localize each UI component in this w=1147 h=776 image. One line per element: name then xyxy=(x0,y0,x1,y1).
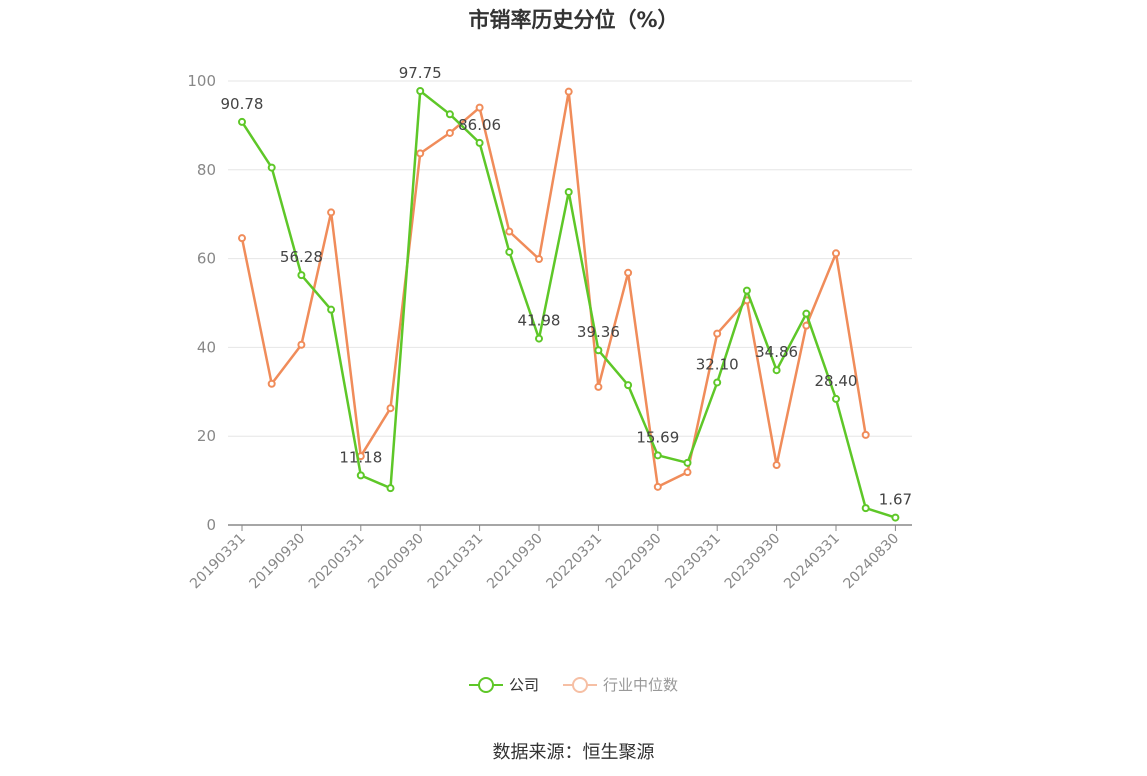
legend-line-circle-icon xyxy=(563,675,597,695)
data-label: 11.18 xyxy=(339,448,382,466)
x-tick-label: 20220331 xyxy=(544,531,606,593)
chart-title: 市销率历史分位（%） xyxy=(468,8,679,32)
x-tick-label: 20210930 xyxy=(484,531,546,593)
data-point xyxy=(416,149,425,158)
data-point xyxy=(238,234,246,243)
y-tick-label: 100 xyxy=(187,72,216,90)
data-point xyxy=(861,504,870,513)
legend-label-company: 公司 xyxy=(508,676,539,694)
data-point xyxy=(386,404,395,413)
y-tick-label: 40 xyxy=(197,338,216,356)
legend-item-company[interactable]: 公司 xyxy=(468,674,539,695)
data-point xyxy=(832,249,840,258)
data-point xyxy=(505,227,514,236)
data-point xyxy=(683,468,692,477)
data-label: 41.98 xyxy=(518,312,561,330)
data-point xyxy=(624,381,633,390)
data-label: 15.69 xyxy=(636,428,679,446)
data-point xyxy=(742,286,751,295)
data-point xyxy=(327,305,336,314)
data-point xyxy=(861,430,870,439)
x-tick-label: 20240830 xyxy=(841,531,903,593)
x-tick-label: 20220930 xyxy=(603,531,665,593)
data-label: 39.36 xyxy=(577,323,620,341)
data-point xyxy=(832,394,840,403)
data-label: 32.10 xyxy=(696,355,739,373)
x-tick-label: 20210331 xyxy=(425,531,487,593)
data-point xyxy=(475,103,484,112)
y-tick-label: 20 xyxy=(197,427,216,445)
y-tick-label: 60 xyxy=(197,250,216,268)
data-point xyxy=(416,86,425,95)
data-point xyxy=(238,117,246,126)
data-label: 90.78 xyxy=(221,95,264,113)
data-point xyxy=(445,110,454,119)
data-label: 56.28 xyxy=(280,248,323,266)
data-point xyxy=(267,163,276,172)
x-tick-label: 20240331 xyxy=(781,531,843,593)
data-point xyxy=(653,451,662,460)
x-tick-label: 20200331 xyxy=(306,531,368,593)
data-point xyxy=(891,513,900,522)
data-label: 1.67 xyxy=(879,491,912,509)
x-tick-label: 20200930 xyxy=(365,531,427,593)
data-point xyxy=(624,268,633,277)
data-label: 28.40 xyxy=(815,372,858,390)
x-tick-label: 20230930 xyxy=(722,531,784,593)
x-tick-label: 20190331 xyxy=(187,531,249,593)
data-point xyxy=(356,471,365,480)
data-point xyxy=(386,484,395,493)
data-point xyxy=(564,87,573,96)
data-point xyxy=(653,482,662,491)
legend-label-industry-median: 行业中位数 xyxy=(603,676,679,694)
data-point xyxy=(267,379,276,388)
data-point xyxy=(535,255,543,264)
legend: 公司 行业中位数 xyxy=(0,674,1147,695)
legend-item-industry-median[interactable]: 行业中位数 xyxy=(563,674,678,695)
data-point xyxy=(802,321,811,330)
data-point xyxy=(445,128,454,137)
y-tick-label: 80 xyxy=(197,161,216,179)
data-point xyxy=(772,366,781,375)
data-point xyxy=(594,382,603,391)
series-line xyxy=(240,90,867,489)
data-source: 数据来源：恒生聚源 xyxy=(492,742,655,763)
data-point xyxy=(475,138,484,147)
data-label: 86.06 xyxy=(458,116,501,134)
data-point xyxy=(772,461,781,470)
data-point xyxy=(594,346,603,355)
data-point xyxy=(713,329,722,338)
data-point xyxy=(297,340,306,349)
data-point xyxy=(505,247,514,256)
data-point xyxy=(297,271,306,280)
data-point xyxy=(327,208,336,217)
data-label: 97.75 xyxy=(399,64,442,82)
data-point xyxy=(802,309,811,318)
data-point xyxy=(535,334,543,343)
data-point xyxy=(564,188,573,196)
legend-line-circle-icon xyxy=(468,675,503,695)
data-point xyxy=(713,378,722,387)
data-point xyxy=(683,458,692,467)
data-label: 34.86 xyxy=(755,343,798,361)
x-tick-label: 20230331 xyxy=(662,531,724,593)
x-tick-label: 20190930 xyxy=(247,531,309,593)
y-tick-label: 0 xyxy=(206,516,216,534)
